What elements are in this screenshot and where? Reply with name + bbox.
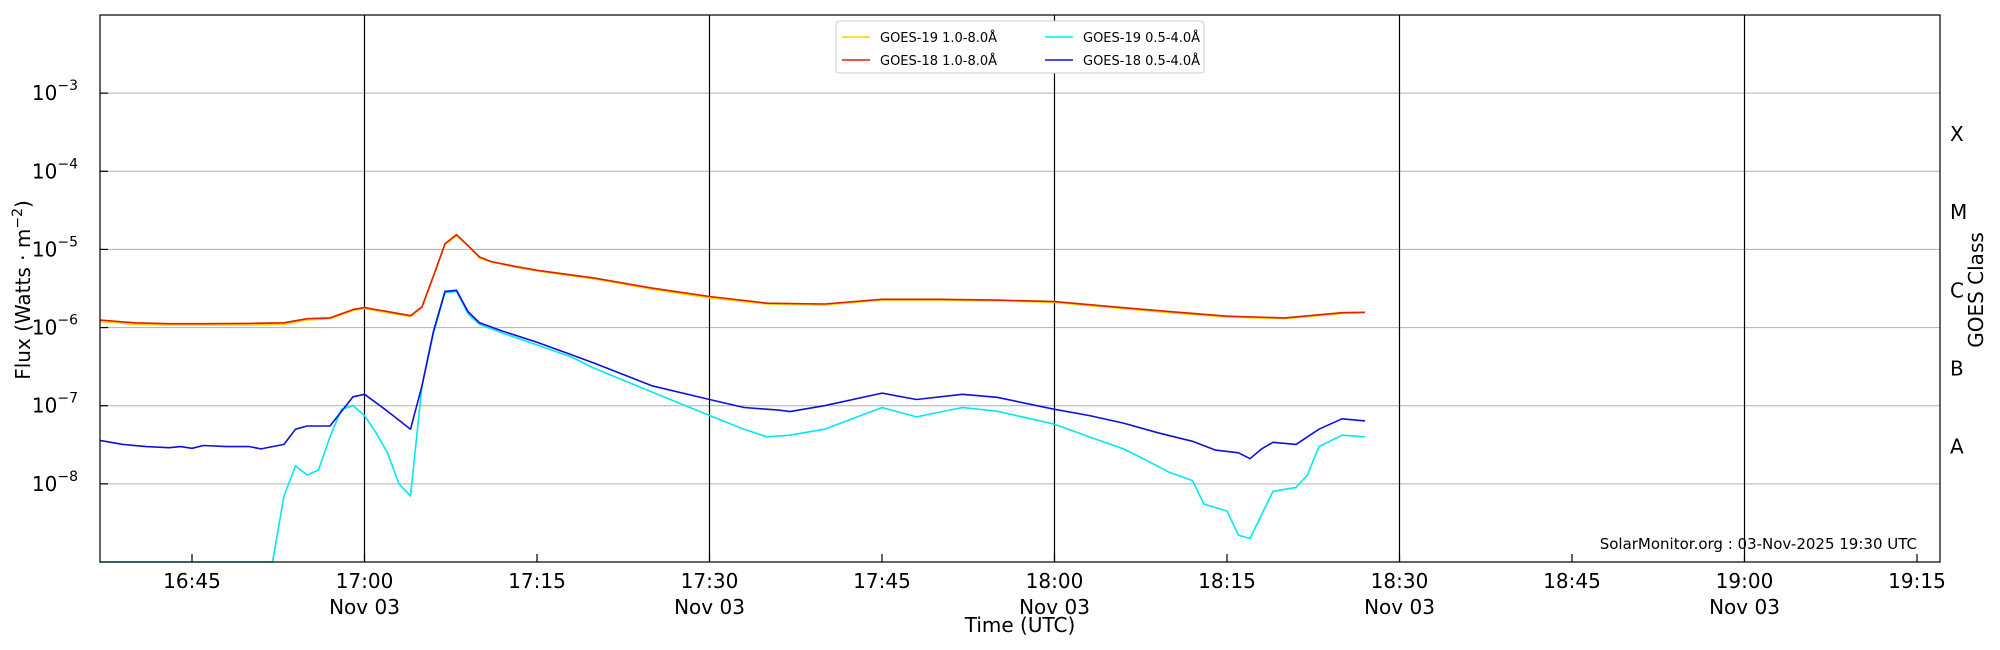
series-line-goes19-short [100, 290, 1366, 563]
x-tick-date-label: Nov 03 [674, 595, 745, 619]
x-tick-date-label: Nov 03 [1709, 595, 1780, 619]
series-layer [99, 233, 1366, 563]
x-tick-label: 18:00 [1026, 569, 1084, 593]
x-axis-title: Time (UTC) [964, 613, 1076, 637]
x-tick-label: 17:15 [508, 569, 566, 593]
y-tick-label: 10−5 [32, 234, 78, 261]
x-tick-date-label: Nov 03 [329, 595, 400, 619]
x-tick-label: 19:15 [1888, 569, 1946, 593]
goes-class-label: X [1950, 122, 1964, 146]
goes-class-label: B [1950, 356, 1964, 380]
y-tick-label: 10−8 [32, 469, 78, 496]
x-tick-label: 18:15 [1198, 569, 1256, 593]
y-axis-title: Flux (Watts · m−2) [10, 200, 35, 380]
y-tick-label: 10−7 [32, 391, 78, 418]
x-tick-label: 19:00 [1716, 569, 1774, 593]
goes-class-label: C [1950, 278, 1964, 302]
goes-class-label: M [1950, 200, 1967, 224]
legend-label-goes18-long: GOES-18 1.0-8.0Å [880, 53, 997, 69]
x-tick-label: 18:45 [1543, 569, 1601, 593]
legend-label-goes19-short: GOES-19 0.5-4.0Å [1083, 30, 1200, 46]
x-tick-label: 16:45 [163, 569, 221, 593]
series-line-goes18-short [99, 289, 1366, 460]
x-tick-label: 17:45 [853, 569, 911, 593]
legend-label-goes19-long: GOES-19 1.0-8.0Å [880, 30, 997, 46]
x-tick-date-label: Nov 03 [1364, 595, 1435, 619]
y-tick-label: 10−4 [32, 156, 78, 183]
legend-box [835, 20, 1205, 74]
goes-class-label: A [1950, 435, 1964, 459]
y-tick-label: 10−6 [32, 313, 78, 340]
y-tick-label: 10−3 [32, 78, 78, 105]
credit-text: SolarMonitor.org : 03-Nov-2025 19:30 UTC [1600, 535, 1917, 553]
x-tick-label: 18:30 [1371, 569, 1429, 593]
x-tick-date-label: Nov 03 [1019, 595, 1090, 619]
grid-layer [100, 15, 1940, 562]
plot-frame [99, 14, 1941, 563]
x-tick-label: 17:00 [336, 569, 394, 593]
x-tick-label: 17:30 [681, 569, 739, 593]
legend: GOES-19 1.0-8.0Å GOES-18 1.0-8.0Å GOES-1… [835, 20, 1205, 74]
series-line-goes18-long [99, 233, 1366, 325]
legend-label-goes18-short: GOES-18 0.5-4.0Å [1083, 53, 1200, 69]
right-axis-title: GOES Class [1964, 232, 1988, 348]
